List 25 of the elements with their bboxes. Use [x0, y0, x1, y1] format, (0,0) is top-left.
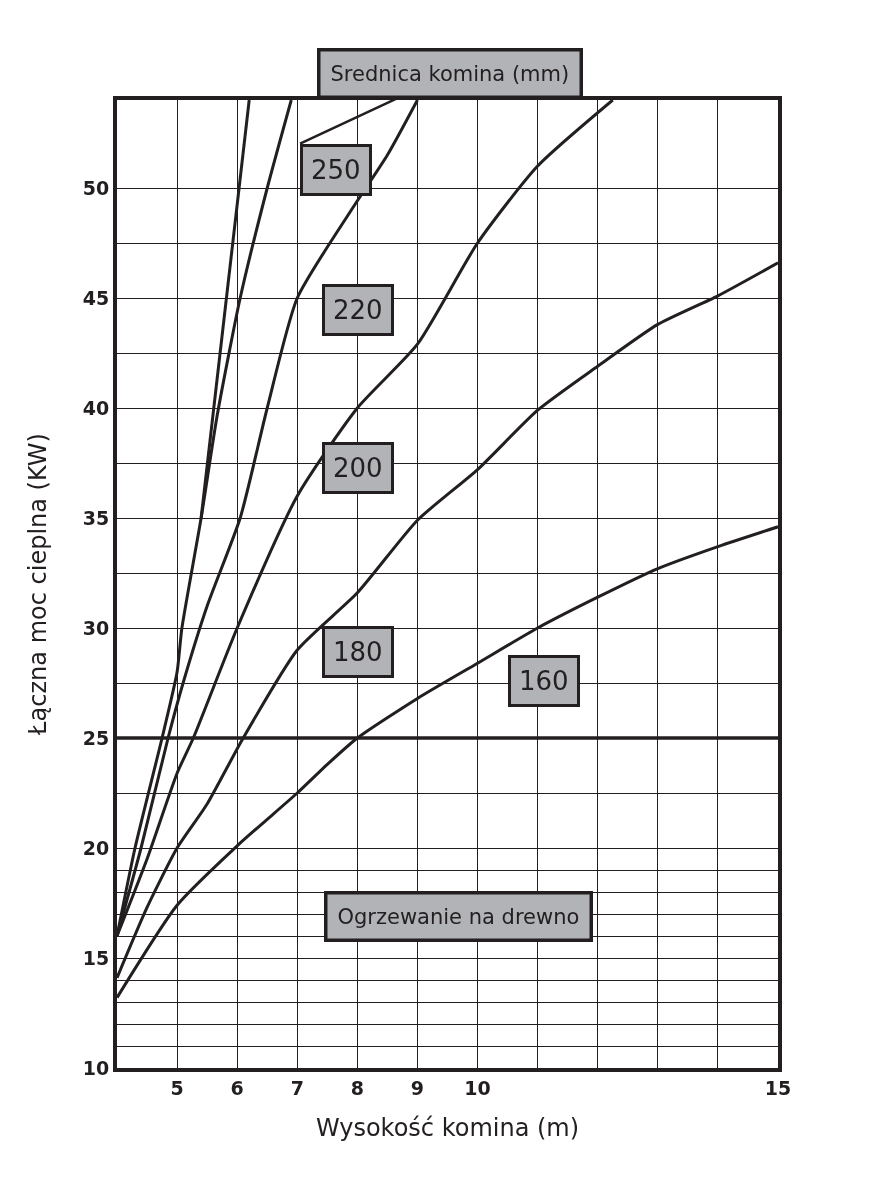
annotation: 220: [333, 295, 383, 325]
y-tick-label: 25: [82, 726, 110, 749]
annotation: 250: [311, 155, 361, 185]
x-tick-label: 5: [170, 1076, 184, 1099]
x-tick-label: 9: [410, 1076, 425, 1099]
y-tick-label: 30: [82, 616, 110, 639]
y-tick-label: 15: [82, 946, 110, 969]
annotation: 160: [519, 666, 569, 696]
x-tick-label: 15: [764, 1076, 792, 1099]
y-tick-label: 20: [82, 836, 110, 859]
annotation: 200: [333, 453, 383, 483]
x-tick-label: 8: [350, 1076, 364, 1099]
annotation: Ogrzewanie na drewno: [337, 904, 580, 929]
y-tick-label: 45: [82, 286, 110, 309]
x-tick-label: 6: [230, 1076, 244, 1099]
y-axis-title: Łączna moc cieplna (KW): [24, 433, 53, 736]
y-tick-label: 50: [82, 176, 110, 199]
x-tick-label: 10: [464, 1076, 491, 1099]
y-tick-label: 40: [82, 396, 110, 419]
text: Srednica komina (mm): [330, 61, 570, 86]
annotation: 180: [333, 637, 383, 667]
y-tick-label: 35: [82, 506, 110, 529]
y-tick-label: 10: [82, 1056, 110, 1079]
x-axis-title: Wysokość komina (m): [315, 1113, 580, 1142]
x-tick-label: 7: [290, 1076, 304, 1099]
